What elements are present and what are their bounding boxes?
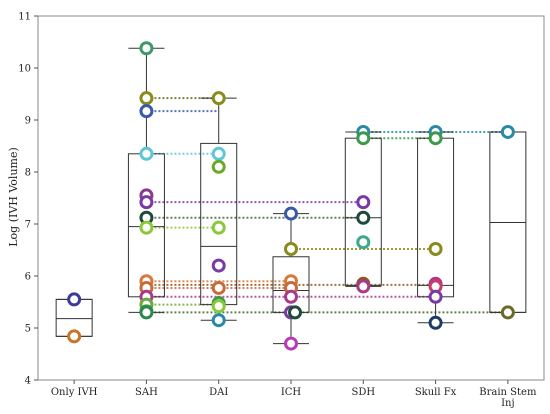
y-tick-label: 11 xyxy=(18,12,31,23)
y-tick-label: 4 xyxy=(25,376,31,387)
data-point xyxy=(356,210,371,225)
y-tick-label: 10 xyxy=(18,64,31,75)
data-point xyxy=(288,305,302,320)
data-point xyxy=(428,241,443,256)
x-tick-label: SAH xyxy=(135,387,158,398)
x-tick-label: DAI xyxy=(209,387,228,398)
data-point xyxy=(211,258,226,273)
x-tick-label: ICH xyxy=(281,387,302,398)
data-point xyxy=(428,289,443,304)
x-tick-label: Only IVH xyxy=(51,387,98,398)
data-point xyxy=(139,195,154,210)
x-tick-label: Inj xyxy=(501,398,515,409)
y-tick-label: 8 xyxy=(25,168,31,179)
data-point xyxy=(428,131,443,146)
data-point xyxy=(356,235,371,250)
data-point xyxy=(284,241,298,256)
data-point xyxy=(139,91,154,106)
data-point xyxy=(211,159,226,174)
data-point xyxy=(211,299,226,314)
data-point xyxy=(356,131,371,146)
y-tick-label: 9 xyxy=(25,116,31,127)
data-point xyxy=(139,220,154,235)
data-point xyxy=(284,336,298,351)
data-point xyxy=(284,206,298,221)
data-point xyxy=(139,305,154,320)
y-tick-label: 5 xyxy=(25,324,31,335)
data-point xyxy=(500,305,515,320)
data-point xyxy=(139,41,154,56)
data-point xyxy=(211,146,226,161)
data-point xyxy=(67,329,82,344)
data-point xyxy=(67,292,82,307)
data-points xyxy=(67,41,515,351)
y-tick-label: 6 xyxy=(25,272,31,283)
x-tick-label: SDH xyxy=(351,387,375,398)
data-point xyxy=(356,195,371,210)
data-point xyxy=(211,313,226,328)
data-point xyxy=(500,124,515,139)
data-point xyxy=(211,91,226,106)
x-tick-label: Brain Stem xyxy=(479,387,537,398)
data-point xyxy=(284,289,298,304)
data-point xyxy=(139,104,154,119)
y-axis-title: Log (IVH Volume) xyxy=(7,147,20,247)
data-point xyxy=(211,280,226,295)
box-only-ivh xyxy=(55,298,93,337)
y-tick-label: 7 xyxy=(25,220,31,231)
data-point xyxy=(428,315,443,330)
data-point xyxy=(211,220,226,235)
x-tick-label: Skull Fx xyxy=(415,387,457,398)
data-point xyxy=(139,146,154,161)
data-point xyxy=(356,279,371,294)
axes: 4 5 6 7 8 9 10 11 Only IVH SAH DAI ICH SDH Skull Fx Br… xyxy=(18,12,537,410)
